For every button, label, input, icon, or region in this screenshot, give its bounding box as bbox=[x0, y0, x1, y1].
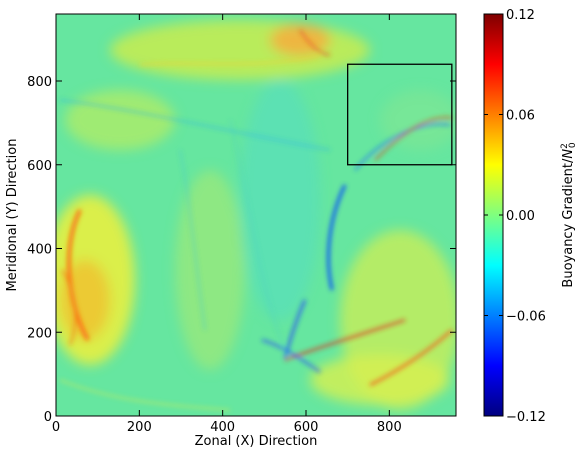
colorbar-tick-label: 0.06 bbox=[506, 109, 535, 124]
x-axis-label: Zonal (X) Direction bbox=[195, 434, 318, 449]
y-axis-label: Meridional (Y) Direction bbox=[5, 139, 20, 292]
x-tick-label: 600 bbox=[294, 420, 319, 435]
y-tick-label: 0 bbox=[44, 410, 52, 425]
y-tick-label: 200 bbox=[27, 326, 52, 341]
field-filaments bbox=[59, 29, 454, 411]
y-tick-label: 800 bbox=[27, 75, 52, 90]
region-annotation-box bbox=[347, 63, 453, 166]
x-axis: 0 200 400 600 800 bbox=[52, 14, 402, 435]
y-tick-label: 600 bbox=[27, 159, 52, 174]
plot-frame bbox=[55, 13, 457, 417]
heatmap-field bbox=[56, 14, 456, 416]
x-tick-label: 0 bbox=[52, 420, 60, 435]
colorbar-tick-label: −0.06 bbox=[506, 310, 546, 325]
colorbar-label: Buoyancy Gradient/N20 bbox=[560, 142, 578, 287]
colorbar-tick-label: −0.12 bbox=[506, 410, 546, 425]
x-tick-label: 400 bbox=[210, 420, 235, 435]
x-tick-label: 200 bbox=[127, 420, 152, 435]
x-tick-label: 800 bbox=[377, 420, 402, 435]
y-tick-label: 400 bbox=[27, 243, 52, 258]
colorbar-tick-label: 0.12 bbox=[506, 8, 535, 23]
y-axis: 0 200 400 600 800 bbox=[27, 75, 456, 425]
colorbar-tick-label: 0.00 bbox=[506, 209, 535, 224]
colorbar-ticks: 0.12 0.06 0.00 −0.06 −0.12 bbox=[484, 8, 546, 425]
